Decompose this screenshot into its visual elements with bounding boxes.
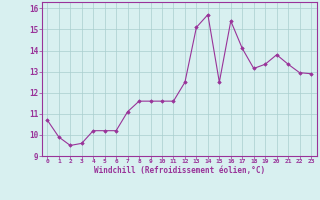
X-axis label: Windchill (Refroidissement éolien,°C): Windchill (Refroidissement éolien,°C): [94, 166, 265, 175]
